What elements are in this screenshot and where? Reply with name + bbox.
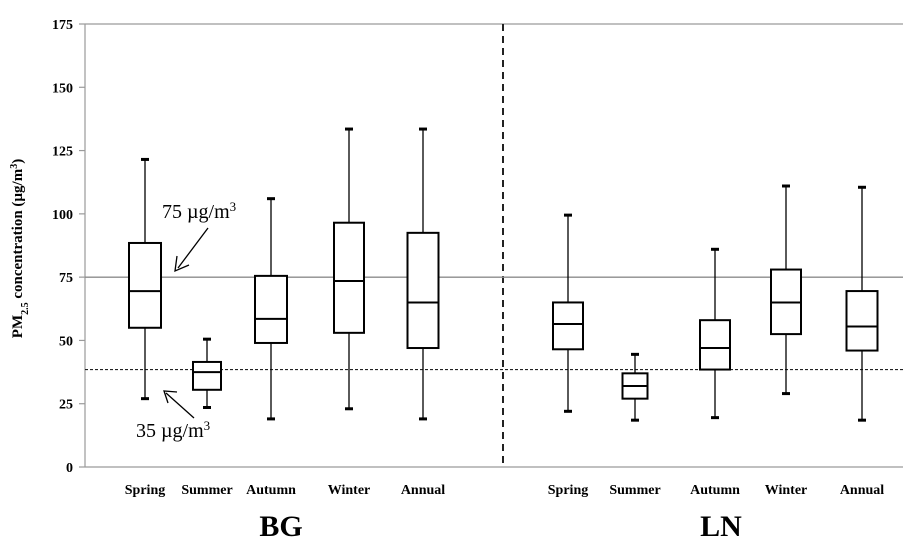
category-label: Winter [328, 483, 371, 498]
y-tick-label: 125 [52, 145, 73, 160]
annotation-75-arrow-shaft [177, 227, 209, 269]
y-tick-label: 100 [52, 208, 73, 223]
annotation-35-text: 35 µg/m [136, 420, 204, 442]
box-bg-annual [406, 127, 440, 421]
annotation-35-label: 35 µg/m3 [136, 418, 210, 443]
category-label: Winter [765, 483, 808, 498]
box-bg-winter [333, 127, 365, 411]
category-label: Annual [840, 483, 884, 498]
category-label: Spring [125, 483, 165, 498]
group-label-ln: LN [700, 510, 742, 542]
box-iqr [552, 301, 584, 351]
box-bg-summer [192, 337, 222, 410]
category-label: Summer [609, 483, 660, 498]
y-axis-label-suffix: concentration (µg/m [10, 168, 26, 302]
box-bg-spring [128, 157, 162, 401]
annotation-35-arrow-head [163, 390, 178, 404]
box-iqr [406, 231, 440, 350]
box-iqr [254, 274, 288, 344]
labels: Spring Summer Autumn Winter Annual BG Spring Su… [125, 199, 885, 542]
box-ln-summer [621, 352, 649, 422]
box-iqr [333, 221, 365, 334]
annotation-75-arrow-head [174, 255, 190, 273]
y-axis-label-prefix: PM [10, 315, 26, 338]
annotation-35-arrow-shaft [165, 392, 195, 419]
box-ln-autumn [699, 247, 731, 420]
annotation-75-text: 75 µg/m [162, 201, 230, 223]
category-label: Annual [401, 483, 445, 498]
y-tick-label: 75 [59, 271, 73, 286]
box-iqr [128, 241, 162, 329]
y-axis-label-superscript: 3 [9, 164, 20, 169]
category-label: Spring [548, 483, 588, 498]
y-tick-label: 150 [52, 81, 73, 96]
axes: 0 25 50 75 100 125 150 175 PM2.5 concentration (… [9, 18, 903, 476]
annotation-75-label: 75 µg/m3 [162, 199, 236, 224]
group-label-bg: BG [259, 510, 302, 542]
box-ln-spring [552, 213, 584, 413]
category-label: Autumn [246, 483, 296, 498]
y-tick-label: 25 [59, 398, 73, 413]
category-label: Summer [181, 483, 232, 498]
box-ln-winter [770, 184, 802, 396]
annotation-75-sup: 3 [230, 199, 237, 214]
box-iqr [699, 319, 731, 371]
box-ln-annual [845, 185, 879, 422]
category-label: Autumn [690, 483, 740, 498]
y-axis-label-subscript: 2.5 [20, 302, 31, 315]
y-axis-label: PM2.5 concentration (µg/m3) [9, 159, 31, 338]
boxes [128, 127, 879, 422]
box-iqr [845, 290, 879, 352]
annotation-35-sup: 3 [204, 418, 211, 433]
y-tick-label: 50 [59, 334, 73, 349]
box-iqr [192, 360, 222, 391]
y-tick-label: 0 [66, 461, 73, 476]
y-tick-label: 175 [52, 18, 73, 33]
box-bg-autumn [254, 197, 288, 421]
y-axis-label-close: ) [10, 159, 26, 164]
